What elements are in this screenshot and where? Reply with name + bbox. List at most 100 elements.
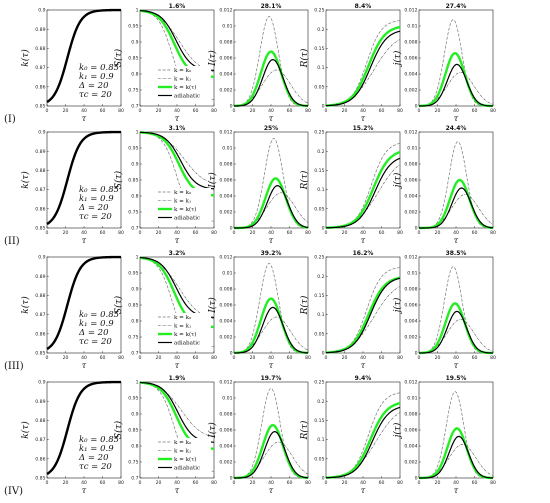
y-tick-label: 0.85: [35, 476, 45, 482]
x-tick-label: 40: [268, 108, 274, 114]
x-axis-label: τ: [361, 114, 366, 123]
y-tick-label: 0.2: [317, 149, 324, 155]
parameter-annotation: Δ = 20: [78, 328, 109, 338]
axes-box: [325, 9, 401, 107]
x-tick-label: 80: [490, 355, 496, 361]
x-tick-label: 40: [453, 480, 459, 486]
y-axis-label: R(τ): [299, 170, 310, 190]
parameter-annotation: k₁ = 0.9: [79, 72, 114, 82]
x-tick-label: 20: [250, 480, 256, 486]
series-line-kt: [325, 150, 401, 229]
panel-title: 16.2%: [353, 250, 374, 257]
parameter-annotation: Δ = 20: [78, 81, 109, 91]
y-tick-label: 0.89: [35, 274, 45, 280]
x-tick-label: 20: [435, 355, 441, 361]
x-tick-label: 0: [46, 355, 49, 361]
x-tick-label: 80: [305, 355, 311, 361]
y-tick-label: 1: [136, 255, 139, 261]
panel-R: 0 0.05 0.1 0.15 0.2 0.25 0 20 40 60 80 τ R(τ) 15.2%: [299, 125, 403, 245]
x-tick-label: 0: [418, 108, 421, 114]
parameter-annotation: τc = 20: [79, 337, 112, 347]
y-tick-label: 0.87: [35, 312, 45, 318]
x-tick-label: 0: [418, 230, 421, 236]
y-tick-label: 0.006: [404, 56, 417, 62]
y-tick-label: 0.87: [35, 65, 45, 71]
row-label: (IV): [4, 486, 23, 497]
axes-box: [418, 131, 494, 229]
x-tick-label: 40: [81, 355, 87, 361]
x-axis-label: τ: [454, 236, 459, 245]
axes-box: [233, 256, 309, 354]
x-axis-label: τ: [175, 361, 180, 370]
x-tick-label: 60: [472, 108, 478, 114]
y-tick-label: 0.75: [128, 335, 138, 341]
x-tick-label: 40: [81, 108, 87, 114]
y-tick-label: 0.006: [219, 178, 232, 184]
series-line-adiabatic: [325, 406, 401, 479]
panel-R: 0 0.05 0.1 0.15 0.2 0.25 0 20 40 60 80 τ R(τ) 8.4%: [299, 3, 403, 123]
series-line-kt: [233, 297, 309, 355]
x-tick-label: 20: [250, 230, 256, 236]
panel-I: 0 0.002 0.004 0.006 0.008 0.01 0.012 0 20 40 60 80 τ…: [207, 3, 311, 123]
x-tick-label: 20: [342, 108, 348, 114]
row-4: (IV) 0.85 0.86 0.87 0.88 0.89 0.9 0 20 40 60 80 τ k(τ…: [4, 375, 496, 497]
y-tick-label: 0.002: [404, 210, 417, 216]
series-line-k0: [325, 392, 401, 479]
x-axis-label: τ: [175, 236, 180, 245]
x-tick-label: 80: [397, 108, 403, 114]
y-tick-label: 0: [230, 226, 233, 232]
parameter-annotation: Δ = 20: [78, 203, 109, 213]
y-tick-label: 0.85: [128, 428, 138, 434]
series-line-adiabatic: [325, 277, 401, 354]
x-tick-label: 60: [100, 108, 106, 114]
panel-j: 0 0.002 0.004 0.006 0.008 0.01 0.012 0 20 40 60 80 τ…: [392, 125, 496, 245]
x-tick-label: 80: [490, 108, 496, 114]
y-tick-label: 0.86: [35, 331, 45, 337]
panel-I: 0 0.002 0.004 0.006 0.008 0.01 0.012 0 20 40 60 80 τ…: [207, 375, 311, 495]
x-tick-label: 60: [287, 480, 293, 486]
x-tick-label: 60: [100, 230, 106, 236]
y-tick-label: 0: [230, 476, 233, 482]
panel-I: 0 0.002 0.004 0.006 0.008 0.01 0.012 0 20 40 60 80 τ…: [207, 125, 311, 245]
x-tick-label: 60: [193, 355, 199, 361]
x-tick-label: 40: [174, 230, 180, 236]
series-line-k1: [233, 316, 309, 353]
y-tick-label: 0.7: [131, 226, 138, 232]
x-tick-label: 40: [360, 108, 366, 114]
x-tick-label: 40: [453, 355, 459, 361]
x-axis-label: τ: [175, 114, 180, 123]
x-tick-label: 80: [211, 108, 217, 114]
x-tick-label: 20: [156, 355, 162, 361]
parameter-annotation: τc = 20: [79, 90, 112, 100]
panel-title: 3.1%: [169, 125, 186, 132]
y-tick-label: 0.95: [128, 24, 138, 30]
axes-box: [233, 381, 309, 479]
y-tick-label: 0.9: [131, 287, 138, 293]
y-tick-label: 0.004: [219, 194, 232, 200]
panel-S: 0.7 0.75 0.8 0.85 0.9 0.95 1 0 20 40 60 80 τ S(τ) 3.1%…: [113, 125, 217, 245]
y-tick-label: 0.75: [128, 88, 138, 94]
legend-label: k = k₀: [174, 440, 192, 446]
x-axis-label: τ: [361, 236, 366, 245]
y-tick-label: 0.01: [407, 271, 417, 277]
y-axis-label: S(τ): [113, 170, 124, 189]
series-line-adiabatic: [233, 306, 309, 354]
legend-label: k = k₀: [174, 190, 192, 196]
legend-label: adiabatic: [174, 94, 200, 100]
y-axis-label: I(τ): [207, 422, 218, 439]
y-axis-label: I(τ): [207, 297, 218, 314]
series-line-k1: [233, 69, 309, 106]
y-tick-label: 0: [230, 104, 233, 110]
x-tick-label: 60: [193, 480, 199, 486]
x-tick-label: 80: [118, 355, 124, 361]
x-tick-label: 0: [46, 108, 49, 114]
y-tick-label: 0.85: [128, 56, 138, 62]
x-axis-label: τ: [361, 486, 366, 495]
parameter-annotation: k₁ = 0.9: [79, 194, 114, 204]
x-tick-label: 40: [268, 480, 274, 486]
parameter-annotation: k₀ = 0.85: [79, 435, 119, 445]
x-tick-label: 0: [418, 355, 421, 361]
x-tick-label: 60: [100, 480, 106, 486]
y-tick-label: 0.15: [314, 168, 324, 174]
x-axis-label: τ: [269, 361, 274, 370]
